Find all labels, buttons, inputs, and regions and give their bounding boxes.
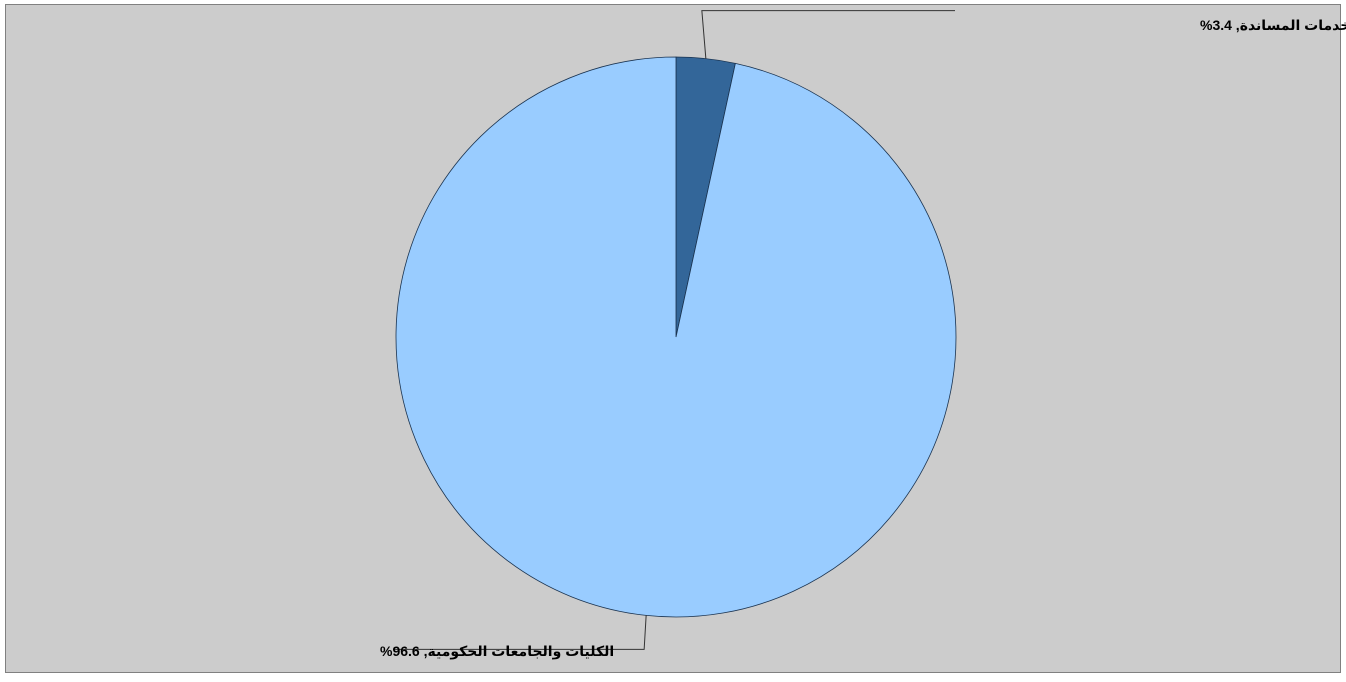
slices-layer (395, 56, 957, 618)
labels-layer: الإدارة والخدمات المساندة, 3.4% الكليات و… (380, 10, 1346, 660)
slice-label-1: الإدارة والخدمات المساندة, 3.4% (1200, 17, 1346, 34)
leader-line-2 (395, 615, 647, 650)
leader-line-1 (701, 10, 955, 59)
slice-label-2: الكليات والجامعات الحكومية, 96.6% (380, 643, 614, 660)
pie-slice-2 (395, 56, 957, 618)
